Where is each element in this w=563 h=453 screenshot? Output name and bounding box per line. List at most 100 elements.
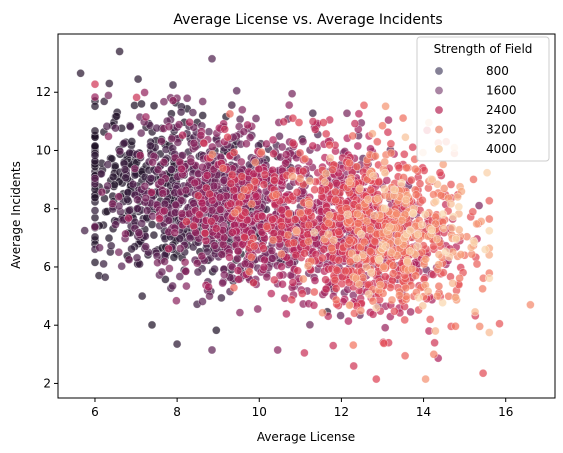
scatter-point	[345, 257, 355, 267]
scatter-point	[417, 220, 427, 230]
scatter-point	[295, 208, 305, 218]
scatter-point	[172, 339, 182, 349]
scatter-point	[292, 226, 301, 236]
scatter-point	[266, 289, 276, 298]
scatter-point	[353, 209, 362, 219]
scatter-point	[305, 176, 315, 186]
scatter-point	[277, 249, 286, 259]
scatter-point	[241, 208, 250, 217]
scatter-point	[76, 69, 85, 78]
scatter-point	[280, 293, 290, 303]
scatter-point	[381, 102, 390, 111]
scatter-point	[132, 93, 141, 102]
scatter-point	[157, 136, 166, 146]
scatter-point	[178, 130, 187, 140]
scatter-point	[413, 242, 422, 251]
scatter-point	[343, 210, 353, 219]
scatter-point	[434, 260, 444, 269]
scatter-point	[238, 105, 247, 115]
scatter-point	[478, 284, 487, 294]
scatter-point	[262, 272, 272, 282]
scatter-point	[217, 293, 226, 303]
scatter-point	[294, 118, 304, 127]
scatter-point	[237, 172, 247, 181]
scatter-point	[210, 241, 219, 250]
scatter-point	[332, 266, 342, 275]
scatter-point	[344, 177, 354, 186]
scatter-point	[168, 80, 178, 90]
scatter-point	[386, 139, 396, 149]
scatter-point	[164, 244, 173, 254]
scatter-point	[167, 134, 176, 144]
scatter-point	[262, 222, 272, 231]
x-tick-label: 10	[252, 405, 267, 419]
scatter-point	[436, 191, 446, 200]
scatter-point	[99, 259, 108, 269]
scatter-point	[262, 139, 271, 149]
scatter-point	[277, 142, 287, 152]
scatter-point	[121, 173, 130, 183]
scatter-point	[114, 192, 124, 201]
scatter-point	[204, 282, 213, 292]
scatter-point	[175, 272, 185, 281]
scatter-point	[394, 163, 404, 173]
scatter-point	[432, 234, 442, 244]
scatter-point	[218, 164, 228, 173]
y-tick-label: 10	[36, 143, 51, 157]
scatter-point	[297, 289, 307, 298]
scatter-point	[438, 160, 448, 169]
scatter-point	[334, 255, 344, 265]
scatter-point	[125, 206, 134, 215]
scatter-point	[384, 115, 393, 125]
scatter-point	[385, 222, 394, 231]
scatter-point	[380, 323, 390, 333]
scatter-point	[269, 275, 279, 285]
scatter-point	[198, 297, 207, 306]
scatter-point	[218, 278, 227, 288]
scatter-point	[444, 291, 453, 301]
scatter-point	[310, 185, 319, 194]
scatter-point	[251, 192, 261, 201]
scatter-point	[439, 224, 448, 233]
scatter-point	[390, 306, 399, 316]
scatter-point	[204, 127, 214, 136]
scatter-point	[366, 268, 376, 278]
scatter-point	[148, 158, 157, 167]
scatter-point	[104, 132, 113, 141]
scatter-point	[128, 179, 138, 189]
scatter-point	[348, 340, 358, 350]
scatter-point	[329, 236, 338, 245]
scatter-point	[398, 113, 408, 123]
scatter-point	[386, 148, 396, 158]
scatter-point	[103, 181, 112, 191]
scatter-point	[227, 100, 237, 110]
scatter-point	[277, 262, 286, 271]
scatter-point	[100, 272, 110, 282]
scatter-point	[127, 244, 136, 254]
scatter-point	[242, 139, 251, 148]
scatter-point	[438, 209, 448, 219]
scatter-point	[210, 264, 219, 274]
scatter-point	[153, 258, 162, 268]
scatter-point	[309, 228, 319, 237]
scatter-point	[298, 137, 308, 146]
scatter-point	[304, 200, 314, 209]
scatter-points	[76, 47, 535, 384]
scatter-point	[133, 204, 142, 213]
scatter-point	[454, 202, 464, 212]
scatter-point	[415, 179, 425, 188]
scatter-point	[345, 158, 354, 168]
scatter-point	[381, 242, 391, 251]
scatter-point	[373, 194, 383, 203]
x-axis-ticks: 6 8 10 12 14 16	[91, 398, 513, 419]
scatter-point	[123, 195, 132, 204]
scatter-point	[336, 213, 345, 222]
scatter-point	[378, 121, 387, 130]
scatter-point	[205, 189, 214, 199]
scatter-point	[408, 142, 418, 152]
scatter-point	[448, 212, 458, 222]
scatter-point	[130, 164, 140, 173]
scatter-point	[387, 248, 396, 257]
scatter-point	[290, 215, 300, 224]
scatter-point	[188, 108, 198, 117]
